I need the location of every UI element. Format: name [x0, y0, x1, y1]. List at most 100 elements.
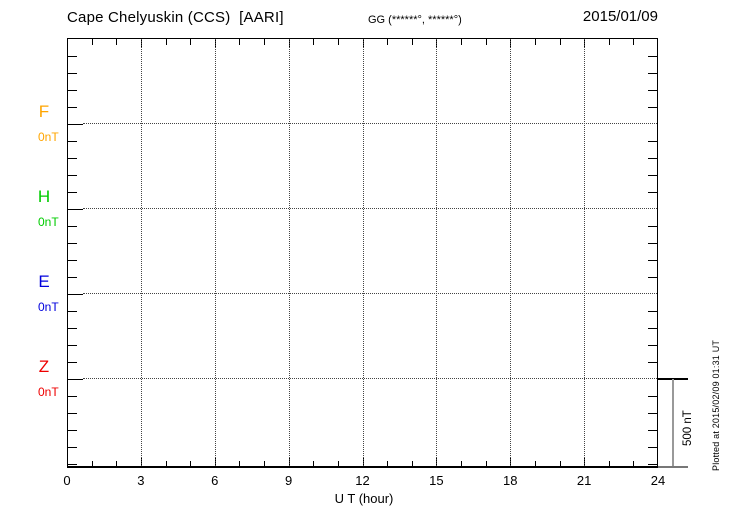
x-tick-bottom	[91, 461, 93, 467]
baseline-solid-stub	[68, 124, 83, 125]
baseline-dotted-line	[83, 208, 657, 209]
y-tick-right	[648, 141, 657, 142]
baseline-solid-stub	[68, 209, 83, 210]
vertical-gridline	[214, 39, 216, 466]
station-title: Cape Chelyuskin (CCS) [AARI]	[67, 9, 284, 26]
x-axis-extension	[658, 466, 688, 468]
x-tick-label: 21	[576, 473, 592, 488]
x-tick-top	[190, 39, 192, 45]
x-tick-top	[534, 39, 536, 45]
baseline-dotted-line	[83, 293, 657, 294]
y-tick-right	[648, 311, 657, 312]
channel-label-H: H	[37, 187, 51, 206]
y-tick-left	[68, 73, 77, 74]
x-tick-bottom	[559, 461, 561, 467]
x-tick-label: 15	[429, 473, 444, 488]
x-tick-bottom	[165, 461, 167, 467]
y-tick-left	[68, 56, 77, 57]
y-tick-right	[648, 447, 657, 448]
channel-baseline-value-E: 0nT	[38, 300, 59, 314]
x-tick-top	[116, 39, 118, 45]
x-tick-top	[559, 39, 561, 45]
x-tick-top	[239, 39, 241, 45]
channel-label-Z: Z	[38, 357, 50, 376]
y-tick-right	[648, 192, 657, 193]
x-tick-bottom	[190, 461, 192, 467]
baseline-solid-stub	[68, 294, 83, 295]
y-tick-right	[648, 277, 657, 278]
y-tick-left	[68, 260, 77, 261]
x-tick-bottom	[608, 461, 610, 467]
vertical-gridline	[510, 39, 512, 466]
vertical-gridline	[140, 39, 142, 466]
y-tick-left	[68, 90, 77, 91]
x-tick-bottom	[411, 461, 413, 467]
y-tick-left	[68, 328, 77, 329]
baseline-dotted-line	[83, 123, 657, 124]
channel-baseline-value-H: 0nT	[38, 215, 59, 229]
plot-frame	[67, 38, 658, 468]
scale-bar	[672, 379, 674, 468]
y-tick-right	[648, 243, 657, 244]
y-tick-left	[68, 413, 77, 414]
y-tick-left	[68, 464, 77, 465]
y-tick-right	[648, 396, 657, 397]
vertical-gridline	[362, 39, 364, 466]
y-tick-left	[68, 362, 77, 363]
plotted-timestamp-note: Plotted at 2015/02/09 01:31 UT	[711, 339, 721, 471]
vertical-gridline	[288, 39, 290, 466]
x-tick-bottom	[461, 461, 462, 467]
baseline-solid-stub	[68, 379, 83, 380]
x-tick-label: 12	[355, 473, 370, 488]
y-tick-right	[648, 328, 657, 329]
vertical-gridline	[436, 39, 438, 466]
y-tick-right	[648, 226, 657, 227]
y-tick-right	[648, 158, 657, 159]
x-tick-top	[485, 39, 487, 45]
x-tick-bottom	[633, 461, 635, 467]
scale-bar-label: 500 nT	[682, 410, 694, 446]
y-tick-left	[68, 311, 77, 312]
y-tick-right	[648, 464, 657, 465]
y-tick-left	[68, 447, 77, 448]
y-tick-left	[68, 345, 77, 346]
y-tick-left	[68, 158, 77, 159]
channel-label-F: F	[38, 102, 50, 121]
y-tick-right	[648, 430, 657, 431]
x-axis-title: U T (hour)	[334, 491, 394, 506]
y-tick-right	[648, 73, 657, 74]
y-tick-right	[648, 260, 657, 261]
x-tick-label: 3	[137, 473, 145, 488]
y-tick-left	[68, 430, 77, 431]
channel-label-E: E	[38, 272, 50, 291]
geographic-coords-label: GG (******°, ******°)	[368, 14, 462, 26]
x-tick-bottom	[313, 461, 315, 467]
x-tick-bottom	[337, 461, 339, 467]
y-tick-right	[648, 175, 657, 176]
x-tick-top	[313, 39, 315, 45]
x-tick-bottom	[387, 461, 389, 467]
channel-baseline-value-F: 0nT	[38, 130, 59, 144]
y-tick-right	[648, 56, 657, 57]
x-tick-label: 9	[285, 473, 293, 488]
x-tick-top	[411, 39, 413, 45]
x-tick-bottom	[116, 461, 118, 467]
x-tick-bottom	[264, 461, 265, 467]
y-tick-left	[68, 175, 77, 176]
x-tick-top	[387, 39, 389, 45]
x-tick-label: 6	[211, 473, 219, 488]
x-tick-top	[461, 39, 462, 45]
x-tick-top	[608, 39, 610, 45]
y-tick-left	[68, 141, 77, 142]
plot-date: 2015/01/09	[582, 8, 658, 25]
x-tick-top	[633, 39, 635, 45]
x-tick-top	[165, 39, 167, 45]
y-tick-right	[648, 107, 657, 108]
y-tick-right	[648, 345, 657, 346]
x-tick-top	[264, 39, 265, 45]
y-tick-left	[68, 396, 77, 397]
y-tick-left	[68, 192, 77, 193]
vertical-gridline	[584, 39, 586, 466]
y-tick-left	[68, 277, 77, 278]
